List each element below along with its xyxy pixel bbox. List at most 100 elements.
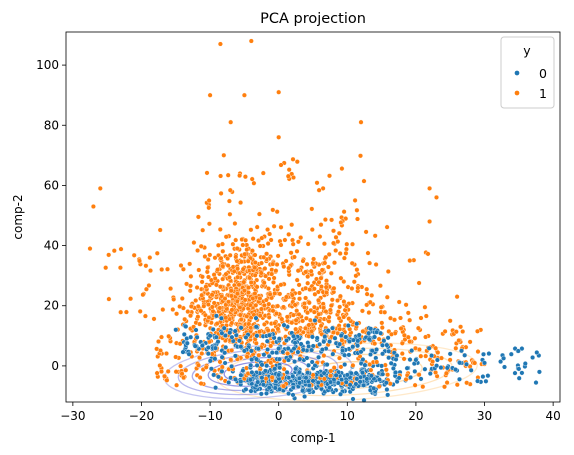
data-point-series-1 xyxy=(199,351,205,357)
data-point-series-1 xyxy=(270,207,276,213)
data-point-series-1 xyxy=(261,321,267,327)
data-point-series-1 xyxy=(131,252,137,258)
data-point-series-0 xyxy=(434,357,440,363)
data-point-series-1 xyxy=(159,267,165,273)
data-point-series-1 xyxy=(295,268,301,274)
data-point-series-0 xyxy=(342,352,348,358)
data-point-series-0 xyxy=(211,372,217,378)
data-point-series-1 xyxy=(271,223,277,229)
data-point-series-1 xyxy=(219,241,225,247)
data-point-series-1 xyxy=(339,337,345,343)
data-point-series-0 xyxy=(519,346,525,352)
data-point-series-1 xyxy=(244,354,250,360)
data-point-series-1 xyxy=(353,273,359,279)
data-point-series-0 xyxy=(298,341,304,347)
data-point-series-1 xyxy=(364,286,370,292)
y-tick-label: 60 xyxy=(44,178,59,192)
data-point-series-1 xyxy=(262,266,268,272)
data-point-series-0 xyxy=(309,347,315,353)
data-point-series-1 xyxy=(294,159,300,165)
data-point-series-0 xyxy=(232,353,238,359)
data-point-series-0 xyxy=(276,336,282,342)
data-point-series-1 xyxy=(349,286,355,292)
data-point-series-0 xyxy=(266,385,272,391)
data-point-series-1 xyxy=(337,304,343,310)
scatter-points xyxy=(87,38,542,403)
data-point-series-1 xyxy=(326,314,332,320)
data-point-series-1 xyxy=(151,316,157,322)
data-point-series-1 xyxy=(193,298,199,304)
data-point-series-1 xyxy=(442,328,448,334)
data-point-series-1 xyxy=(227,211,233,217)
data-point-series-1 xyxy=(358,119,364,125)
data-point-series-0 xyxy=(184,340,190,346)
data-point-series-1 xyxy=(217,41,223,47)
data-point-series-1 xyxy=(252,272,258,278)
data-point-series-1 xyxy=(336,315,342,321)
data-point-series-1 xyxy=(220,248,226,254)
data-point-series-0 xyxy=(337,341,343,347)
data-point-series-1 xyxy=(433,370,439,376)
data-point-series-1 xyxy=(157,348,163,354)
plot-frame xyxy=(65,31,561,403)
data-point-series-1 xyxy=(341,279,347,285)
data-point-series-1 xyxy=(271,279,277,285)
data-point-series-0 xyxy=(533,380,539,386)
data-point-series-1 xyxy=(416,347,422,353)
data-point-series-1 xyxy=(460,329,466,335)
data-point-series-1 xyxy=(233,254,239,260)
data-point-series-1 xyxy=(278,162,284,168)
data-point-series-1 xyxy=(203,364,209,370)
data-point-series-0 xyxy=(188,334,194,340)
data-point-series-1 xyxy=(195,314,201,320)
data-point-series-0 xyxy=(366,336,372,342)
data-point-series-1 xyxy=(184,281,190,287)
data-point-series-0 xyxy=(335,380,341,386)
data-point-series-1 xyxy=(401,332,407,338)
data-point-series-0 xyxy=(358,349,364,355)
data-point-series-0 xyxy=(213,385,219,391)
data-point-series-1 xyxy=(372,341,378,347)
data-point-series-1 xyxy=(321,353,327,359)
data-point-series-1 xyxy=(228,293,234,299)
data-point-series-1 xyxy=(143,263,149,269)
data-point-series-1 xyxy=(195,362,201,368)
data-point-series-1 xyxy=(180,266,186,272)
data-point-series-1 xyxy=(263,297,269,303)
data-point-series-1 xyxy=(223,315,229,321)
data-point-series-0 xyxy=(290,385,296,391)
data-point-series-1 xyxy=(185,309,191,315)
data-point-series-1 xyxy=(333,234,339,240)
data-point-series-1 xyxy=(303,285,309,291)
data-point-series-1 xyxy=(323,254,329,260)
data-point-series-0 xyxy=(219,354,225,360)
data-point-series-1 xyxy=(87,246,93,252)
data-point-series-0 xyxy=(332,335,338,341)
data-point-series-1 xyxy=(218,255,224,261)
data-point-series-1 xyxy=(456,338,462,344)
data-point-series-1 xyxy=(118,246,124,252)
data-point-series-1 xyxy=(293,326,299,332)
data-point-series-0 xyxy=(207,333,213,339)
data-point-series-1 xyxy=(248,227,254,233)
data-point-series-1 xyxy=(234,291,240,297)
data-point-series-1 xyxy=(225,299,231,305)
data-point-series-0 xyxy=(462,352,468,358)
data-point-series-1 xyxy=(328,373,334,379)
data-point-series-1 xyxy=(195,214,201,220)
data-point-series-1 xyxy=(242,297,248,303)
data-point-series-1 xyxy=(259,260,265,266)
data-point-series-1 xyxy=(103,265,109,271)
data-point-series-1 xyxy=(274,209,280,215)
data-point-series-1 xyxy=(223,271,229,277)
data-point-series-1 xyxy=(346,316,352,322)
data-point-series-1 xyxy=(252,252,258,258)
data-point-series-1 xyxy=(290,241,296,247)
data-point-series-1 xyxy=(275,303,281,309)
data-point-series-0 xyxy=(368,326,374,332)
data-point-series-1 xyxy=(154,250,160,256)
data-point-series-1 xyxy=(376,384,382,390)
data-point-series-1 xyxy=(238,317,244,323)
data-point-series-0 xyxy=(281,322,287,328)
